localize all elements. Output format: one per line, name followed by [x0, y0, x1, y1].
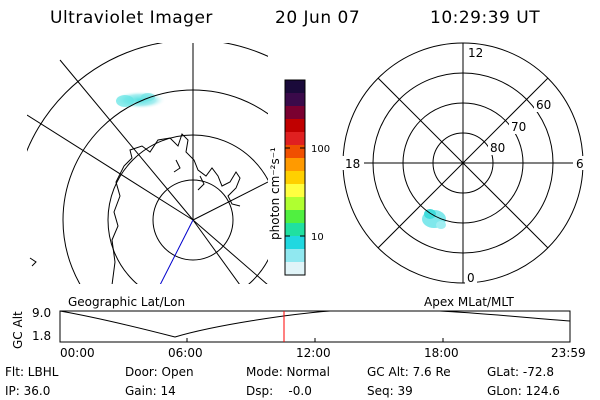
colorbar-segment — [285, 236, 305, 250]
colorbar-segment — [285, 80, 305, 94]
colorbar-segment — [285, 132, 305, 146]
status-gc-alt: GC Alt: 7.6 Re — [367, 365, 451, 379]
gc-altitude-curve — [59, 310, 571, 338]
instrument-title: Ultraviolet Imager — [50, 8, 213, 28]
status-gain: Gain: 14 — [125, 384, 176, 398]
magnetic-polar-plot — [342, 42, 584, 284]
colorbar-tick-100: 100 — [311, 144, 330, 155]
time-label: 10:29:39 UT — [430, 8, 541, 28]
colorbar-segment — [285, 93, 305, 107]
colorbar-segment — [285, 197, 305, 211]
status-dsp: Dsp: -0.0 — [246, 384, 312, 398]
timeline-ytick-max: 9.0 — [32, 306, 52, 320]
colorbar — [284, 79, 306, 276]
mlt-label-6: 6 — [576, 157, 584, 171]
timeline-xtick: 06:00 — [168, 346, 203, 360]
mlt-label-12: 12 — [468, 46, 483, 60]
mlt-label-18: 18 — [345, 157, 360, 171]
colorbar-segment — [285, 171, 305, 185]
timeline-frame — [59, 310, 571, 343]
timeline-xtick: 23:59 — [551, 346, 586, 360]
date-label: 20 Jun 07 — [275, 8, 361, 28]
status-seq: Seq: 39 — [367, 384, 413, 398]
geographic-panel-label: Geographic Lat/Lon — [68, 295, 186, 309]
timeline-ylabel: GC Alt — [11, 311, 25, 349]
colorbar-segment — [285, 119, 305, 133]
status-ip: IP: 36.0 — [5, 384, 51, 398]
geographic-frame — [27, 43, 268, 284]
lat-label-60: 60 — [536, 98, 551, 112]
colorbar-segment — [285, 184, 305, 198]
timeline-ytick-min: 1.8 — [32, 329, 52, 343]
colorbar-unit-label: photon cm⁻²s⁻¹ — [268, 147, 282, 240]
timeline-xtick: 18:00 — [424, 346, 459, 360]
colorbar-segment — [285, 223, 305, 237]
geographic-map — [27, 43, 268, 284]
status-glon: GLon: 124.6 — [487, 384, 560, 398]
lat-label-70: 70 — [511, 120, 526, 134]
lat-label-80: 80 — [490, 141, 505, 155]
status-glat: GLat: -72.8 — [487, 365, 554, 379]
timeline-xtick: 00:00 — [60, 346, 95, 360]
colorbar-tick-10: 10 — [311, 232, 324, 243]
colorbar-segment — [285, 249, 305, 263]
colorbar-segment — [285, 145, 305, 159]
colorbar-segment — [285, 262, 305, 276]
timeline-xtick: 12:00 — [296, 346, 331, 360]
magnetic-panel-label: Apex MLat/MLT — [424, 295, 514, 309]
colorbar-segment — [285, 158, 305, 172]
colorbar-segment — [285, 106, 305, 120]
colorbar-segment — [285, 210, 305, 224]
status-door: Door: Open — [125, 365, 194, 379]
coastline — [111, 133, 241, 284]
status-mode: Mode: Normal — [246, 365, 330, 379]
mlt-label-0: 0 — [467, 271, 475, 285]
status-filter: Flt: LBHL — [5, 365, 59, 379]
